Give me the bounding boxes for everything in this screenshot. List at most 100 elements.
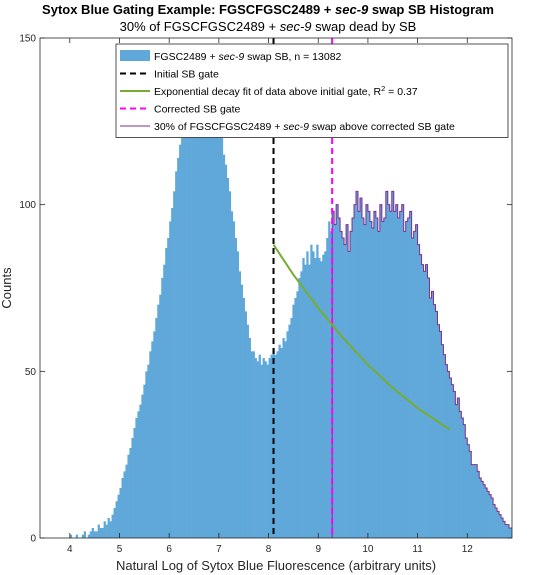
x-tick-label: 7 xyxy=(216,544,222,555)
histogram-bar xyxy=(443,354,446,538)
histogram-bar xyxy=(485,488,488,538)
histogram-bar xyxy=(202,71,206,538)
histogram-bar xyxy=(511,528,512,538)
histogram-bar xyxy=(115,501,118,538)
histogram-bar xyxy=(447,371,450,538)
histogram-bar xyxy=(238,271,242,538)
histogram-bar xyxy=(385,191,389,538)
histogram-bar xyxy=(375,218,379,538)
histogram-bar xyxy=(163,264,166,538)
histogram-bar xyxy=(497,511,500,538)
legend-label: Corrected SB gate xyxy=(154,104,241,116)
histogram-bar xyxy=(145,371,148,538)
histogram-bar xyxy=(417,244,420,538)
histogram-bar xyxy=(165,248,168,538)
histogram-bar xyxy=(369,221,373,538)
histogram-bar xyxy=(228,191,232,538)
histogram-bar xyxy=(210,84,214,538)
histogram-bar xyxy=(473,464,476,538)
histogram-bar xyxy=(125,464,128,538)
histogram-bar xyxy=(107,518,110,538)
histogram-bar xyxy=(371,228,375,538)
histogram-bar xyxy=(441,344,444,538)
histogram-bar xyxy=(389,211,393,538)
histogram-bar xyxy=(503,521,506,538)
histogram-bar xyxy=(139,404,142,538)
histogram-bar xyxy=(455,404,458,538)
histogram-bar xyxy=(195,78,198,538)
histogram-bar xyxy=(149,351,152,538)
histogram-bar xyxy=(280,348,283,538)
histogram-bar xyxy=(437,324,440,538)
histogram-bar xyxy=(274,354,277,538)
histogram-bar xyxy=(208,78,212,538)
histogram-bar xyxy=(308,264,311,538)
histogram-bar xyxy=(258,354,261,538)
axes-box xyxy=(39,37,513,539)
histogram-bar xyxy=(244,311,247,538)
histogram-bar xyxy=(340,231,343,538)
chart-title: Sytox Blue Gating Example: FGSCFGSC2489 … xyxy=(42,2,494,17)
histogram-bar xyxy=(218,118,222,538)
histogram-bar xyxy=(425,264,428,538)
histogram-bar xyxy=(69,534,73,538)
histogram-bar xyxy=(248,338,251,538)
histogram-bar xyxy=(457,398,460,538)
histogram-bar xyxy=(282,338,285,538)
histogram-bar xyxy=(183,124,186,538)
histogram-bar xyxy=(214,78,218,538)
histogram-bar xyxy=(93,531,96,538)
legend: FGSC2489 + sec-9 swap SB, n = 13082 Initi… xyxy=(115,43,509,138)
histogram-bar xyxy=(240,284,244,538)
histogram-bar xyxy=(198,71,202,538)
histogram-bar xyxy=(81,534,85,538)
histogram-bar xyxy=(505,524,508,538)
histogram-bar xyxy=(324,251,327,538)
histogram-bar xyxy=(316,244,319,538)
histogram-bar xyxy=(97,524,100,538)
histogram-bar xyxy=(252,351,255,538)
histogram-bar xyxy=(298,278,301,538)
histogram-bar xyxy=(129,448,132,538)
histogram-bar xyxy=(250,351,253,538)
histogram-bar xyxy=(103,521,106,538)
histogram-bar xyxy=(216,104,220,538)
histogram-bar xyxy=(471,464,474,538)
histogram-bar xyxy=(314,258,317,538)
histogram-bar xyxy=(191,91,194,538)
histogram-bar xyxy=(101,528,104,538)
histogram-bar xyxy=(185,118,188,538)
histogram-bar xyxy=(236,251,240,538)
histogram-bar xyxy=(292,304,295,538)
histogram-bar xyxy=(300,271,303,538)
histogram-bar xyxy=(409,211,412,538)
histogram-bar xyxy=(421,264,424,538)
histogram-bar xyxy=(224,164,228,538)
histogram-bar xyxy=(222,154,226,538)
chart-subtitle-prefix: 30% of FGSCFGSC2489 + xyxy=(120,19,280,34)
histogram-bar xyxy=(75,534,79,538)
histogram-bar xyxy=(187,108,190,538)
histogram-bar xyxy=(212,64,216,538)
histogram-bar xyxy=(159,294,162,538)
histogram-bar xyxy=(141,394,144,538)
y-tick-label: 0 xyxy=(30,534,36,545)
histogram-bar xyxy=(220,138,224,538)
histogram-bar xyxy=(234,238,238,538)
histogram-bar xyxy=(429,298,432,538)
histogram-bar xyxy=(515,531,517,538)
histogram-bar xyxy=(330,231,333,538)
histogram-bar xyxy=(290,318,293,538)
histogram-bar xyxy=(264,361,267,538)
histogram-bar xyxy=(499,514,502,538)
histogram-bar xyxy=(294,298,297,538)
histogram-bar xyxy=(171,208,174,538)
histogram-bar xyxy=(310,244,313,538)
histogram-bar xyxy=(204,58,208,538)
histogram-bar xyxy=(445,364,448,538)
histogram-bar xyxy=(230,211,234,538)
legend-swatch-histogram xyxy=(120,50,150,61)
histogram-bar xyxy=(173,191,176,538)
histogram-bar xyxy=(105,524,108,538)
histogram-bar xyxy=(326,238,329,538)
